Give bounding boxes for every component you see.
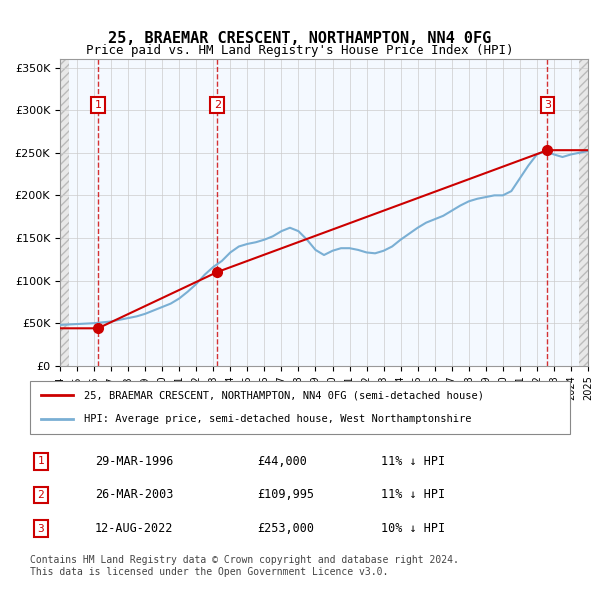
Text: Contains HM Land Registry data © Crown copyright and database right 2024.: Contains HM Land Registry data © Crown c… <box>30 555 459 565</box>
Text: 10% ↓ HPI: 10% ↓ HPI <box>381 522 445 535</box>
Bar <box>580 59 588 366</box>
Text: Price paid vs. HM Land Registry's House Price Index (HPI): Price paid vs. HM Land Registry's House … <box>86 44 514 57</box>
Text: £109,995: £109,995 <box>257 489 314 502</box>
Text: 11% ↓ HPI: 11% ↓ HPI <box>381 455 445 468</box>
Text: 26-MAR-2003: 26-MAR-2003 <box>95 489 173 502</box>
Bar <box>60 59 68 366</box>
Text: 25, BRAEMAR CRESCENT, NORTHAMPTON, NN4 0FG: 25, BRAEMAR CRESCENT, NORTHAMPTON, NN4 0… <box>109 31 491 46</box>
Text: 1: 1 <box>94 100 101 110</box>
Text: This data is licensed under the Open Government Licence v3.0.: This data is licensed under the Open Gov… <box>30 567 388 577</box>
Text: 29-MAR-1996: 29-MAR-1996 <box>95 455 173 468</box>
Text: 3: 3 <box>37 523 44 533</box>
Text: HPI: Average price, semi-detached house, West Northamptonshire: HPI: Average price, semi-detached house,… <box>84 414 472 424</box>
Text: 2: 2 <box>214 100 221 110</box>
Text: 3: 3 <box>544 100 551 110</box>
Text: £44,000: £44,000 <box>257 455 307 468</box>
Text: 25, BRAEMAR CRESCENT, NORTHAMPTON, NN4 0FG (semi-detached house): 25, BRAEMAR CRESCENT, NORTHAMPTON, NN4 0… <box>84 391 484 401</box>
Text: 2: 2 <box>37 490 44 500</box>
Text: 1: 1 <box>37 456 44 466</box>
Text: 12-AUG-2022: 12-AUG-2022 <box>95 522 173 535</box>
FancyBboxPatch shape <box>30 381 570 434</box>
Text: £253,000: £253,000 <box>257 522 314 535</box>
Text: 11% ↓ HPI: 11% ↓ HPI <box>381 489 445 502</box>
